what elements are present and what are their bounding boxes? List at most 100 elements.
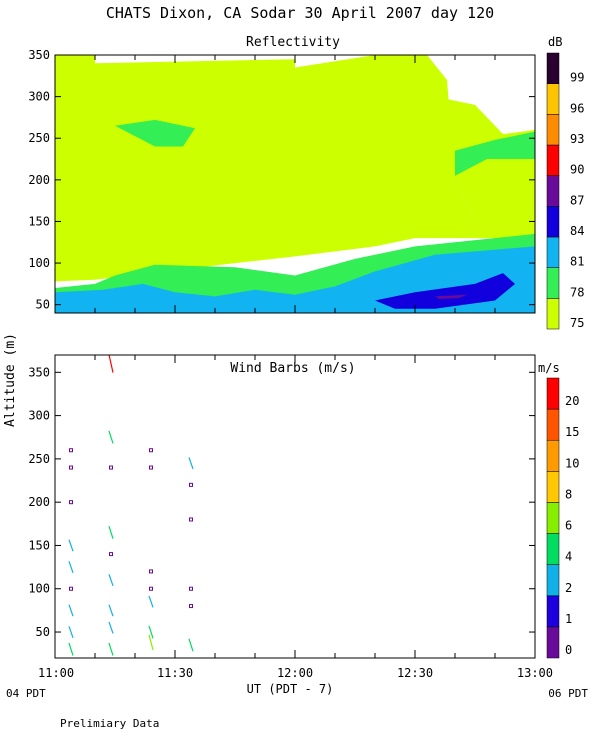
wind-ytick-label: 350 <box>28 365 50 379</box>
wind-barb-mark-8 <box>68 642 74 656</box>
x-corner-right: 06 PDT <box>548 687 588 700</box>
reflectivity-panel: Reflectivity 50 100 150 200 250 300 350 dB 75 7… <box>28 35 584 330</box>
wind-calm-mark-20 <box>149 569 153 574</box>
reflectivity-colorbar-swatch-90 <box>546 144 560 176</box>
reflectivity-colorbar-label: 87 <box>570 193 584 207</box>
reflectivity-colorbar-unit: dB <box>548 35 562 49</box>
wind-colorbar-swatch-0 <box>546 626 560 659</box>
reflectivity-y-axis: 50 100 150 200 250 300 350 <box>28 48 535 312</box>
y-axis-label: Altitude (m) <box>3 333 18 427</box>
wind-colorbar-label: 10 <box>565 456 579 470</box>
reflectivity-region-84-core <box>375 273 515 309</box>
reflectivity-ytick-label: 100 <box>28 256 50 270</box>
reflectivity-colorbar-swatch-99 <box>546 52 560 84</box>
reflectivity-x-axis <box>54 55 536 313</box>
reflectivity-colorbar-swatch-81 <box>546 236 560 268</box>
wind-ytick-label: 300 <box>28 409 50 423</box>
reflectivity-ytick-label: 150 <box>28 214 50 228</box>
reflectivity-region-78-blob-1 <box>115 119 195 147</box>
reflectivity-region-87-peak <box>435 294 467 299</box>
reflectivity-colorbar-label: 99 <box>570 71 584 85</box>
reflectivity-colorbar-label: 75 <box>570 316 584 330</box>
wind-calm-mark-28 <box>189 586 193 591</box>
wind-ytick-label: 100 <box>28 582 50 596</box>
wind-barb-mark-30 <box>188 638 194 652</box>
wind-colorbar-label: 2 <box>565 581 572 595</box>
x-axis-label: UT (PDT - 7) <box>247 682 334 696</box>
wind-barb-mark-15 <box>108 604 114 617</box>
wind-calm-mark-21 <box>149 586 153 591</box>
reflectivity-colorbar-swatch-93 <box>546 114 560 146</box>
wind-colorbar-swatch-20 <box>546 377 560 410</box>
wind-xtick-label: 12:30 <box>397 666 433 680</box>
wind-calm-mark-5 <box>69 586 73 591</box>
wind-calm-mark-19 <box>149 465 153 470</box>
reflectivity-colorbar-label: 93 <box>570 132 584 146</box>
reflectivity-colorbar-swatch-84 <box>546 206 560 238</box>
wind-barb-mark-17 <box>108 642 114 656</box>
wind-calm-mark-13 <box>109 552 113 557</box>
wind-ytick-label: 200 <box>28 495 50 509</box>
wind-barb-mark-6 <box>68 604 74 617</box>
wind-colorbar-swatch-10 <box>546 439 560 472</box>
wind-calm-mark-27 <box>189 517 193 522</box>
wind-barb-mark-4 <box>68 561 74 574</box>
wind-barb-mark-22 <box>148 595 154 608</box>
x-corner-left: 04 PDT <box>6 687 46 700</box>
wind-colorbar-label: 0 <box>565 643 572 657</box>
wind-colorbar-swatch-1 <box>546 595 560 628</box>
wind-barb-marks <box>68 354 194 656</box>
wind-ytick-label: 150 <box>28 538 50 552</box>
reflectivity-colorbar-label: 96 <box>570 101 584 115</box>
wind-colorbar-label: 8 <box>565 487 572 501</box>
wind-colorbar-swatch-2 <box>546 564 560 597</box>
wind-calm-mark-29 <box>189 604 193 609</box>
wind-barb-mark-16 <box>108 621 114 634</box>
wind-colorbar-label: 20 <box>565 394 579 408</box>
reflectivity-contours <box>55 55 535 313</box>
reflectivity-colorbar-label: 90 <box>570 163 584 177</box>
wind-calm-mark-11 <box>109 465 113 470</box>
reflectivity-ytick-label: 350 <box>28 48 50 62</box>
wind-xtick-label: 13:00 <box>517 666 553 680</box>
wind-colorbar: 0 1 2 4 6 8 10 15 20 <box>546 377 579 659</box>
wind-ytick-label: 250 <box>28 452 50 466</box>
wind-colorbar-label: 6 <box>565 519 572 533</box>
wind-barb-mark-12 <box>108 526 114 539</box>
wind-x-axis: 11:00 11:30 12:00 12:30 13:00 <box>38 355 553 680</box>
wind-y-axis: 50 100 150 200 250 300 350 <box>28 365 535 639</box>
reflectivity-colorbar-swatch-75 <box>546 298 560 330</box>
wind-colorbar-swatch-6 <box>546 502 560 534</box>
wind-barb-mark-14 <box>108 574 114 587</box>
wind-calm-mark-18 <box>149 448 153 453</box>
wind-xtick-label: 11:00 <box>38 666 74 680</box>
reflectivity-ytick-label: 200 <box>28 173 50 187</box>
reflectivity-ytick-label: 50 <box>36 298 50 312</box>
reflectivity-title: Reflectivity <box>246 35 340 50</box>
wind-colorbar-unit: m/s <box>538 361 560 375</box>
wind-calm-mark-2 <box>69 500 73 505</box>
wind-colorbar-swatch-15 <box>546 408 560 441</box>
wind-xtick-label: 11:30 <box>157 666 193 680</box>
reflectivity-region-75-cloud-mid <box>195 103 275 126</box>
wind-xtick-label: 12:00 <box>277 666 313 680</box>
wind-barb-mark-24 <box>148 634 154 651</box>
reflectivity-ytick-label: 300 <box>28 90 50 104</box>
wind-colorbar-swatch-4 <box>546 533 560 565</box>
wind-barb-mark-25 <box>188 457 194 470</box>
wind-calm-mark-26 <box>189 482 193 487</box>
reflectivity-colorbar-swatch-78 <box>546 267 560 299</box>
reflectivity-region-78-blob-2 <box>455 131 535 176</box>
figure-title: CHATS Dixon, CA Sodar 30 April 2007 day … <box>106 4 494 22</box>
wind-calm-mark-0 <box>69 448 73 453</box>
reflectivity-ytick-label: 250 <box>28 131 50 145</box>
wind-colorbar-label: 15 <box>565 425 579 439</box>
wind-calm-mark-1 <box>69 465 73 470</box>
reflectivity-colorbar-label: 78 <box>570 285 584 299</box>
reflectivity-colorbar-label: 81 <box>570 255 584 269</box>
reflectivity-colorbar-label: 84 <box>570 224 584 238</box>
footnote: Prelimiary Data <box>60 717 159 730</box>
reflectivity-colorbar-swatch-87 <box>546 175 560 207</box>
wind-barb-mark-3 <box>68 539 74 552</box>
